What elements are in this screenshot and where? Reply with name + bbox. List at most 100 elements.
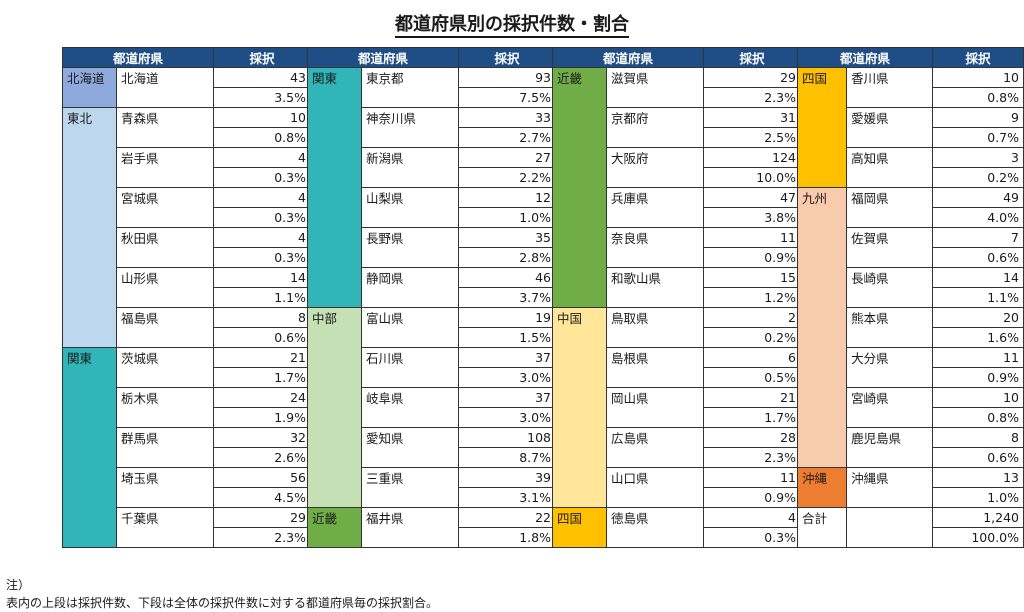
- prefecture-name: 岡山県: [606, 387, 704, 428]
- percent-value: 3.5%: [213, 87, 311, 108]
- count-value: 108: [458, 427, 556, 448]
- count-value: 7: [931, 227, 1024, 248]
- prefecture-name: 兵庫県: [606, 187, 704, 228]
- region-cell: 北海道: [62, 67, 117, 108]
- percent-value: 0.3%: [213, 247, 311, 268]
- prefecture-name: 福島県: [116, 307, 214, 348]
- count-value: 10: [931, 387, 1024, 408]
- prefecture-table: 都道府県 採択 近畿 滋賀県 29 2.3% 京都府 31 2.5% 大阪府 124 10.0% 兵庫県…: [552, 47, 801, 548]
- count-value: 32: [213, 427, 311, 448]
- table-row: 京都府 31: [553, 107, 801, 148]
- count-value: 14: [931, 267, 1024, 288]
- percent-value: 2.3%: [213, 527, 311, 548]
- prefecture-name: 滋賀県: [606, 67, 704, 108]
- prefecture-name: 長崎県: [846, 267, 933, 308]
- table-row: 四国 徳島県 4: [552, 507, 801, 548]
- prefecture-name: 熊本県: [846, 307, 933, 348]
- region-cell: 九州: [796, 187, 848, 468]
- table-row: 愛知県 108: [308, 427, 556, 468]
- count-value: 124: [703, 147, 801, 168]
- percent-value: 3.0%: [458, 407, 556, 428]
- percent-value: 7.5%: [458, 87, 556, 108]
- count-value: 9: [931, 107, 1024, 128]
- table-row: 高知県 3: [798, 147, 1024, 188]
- percent-value: 1.2%: [703, 287, 801, 308]
- note-heading: 注）: [6, 578, 31, 592]
- region-cell: 中部: [307, 307, 362, 508]
- table-row: 関東 東京都 93: [307, 67, 556, 308]
- table-row: 0.2%: [553, 327, 801, 348]
- prefecture-name: 広島県: [606, 427, 704, 468]
- prefecture-name: 福井県: [361, 507, 459, 548]
- region-cell: 東北: [62, 107, 117, 348]
- table-row: 群馬県 32: [63, 427, 311, 468]
- count-value: 4: [213, 187, 311, 208]
- percent-value: 0.7%: [931, 127, 1024, 148]
- percent-value: 2.3%: [703, 87, 801, 108]
- count-value: 10: [931, 67, 1024, 88]
- region-cell: 合計: [796, 507, 848, 548]
- count-value: 8: [213, 307, 311, 328]
- percent-value: 0.8%: [931, 87, 1024, 108]
- table-row: 4.0%: [798, 207, 1024, 228]
- note-text: 表内の上段は採択件数、下段は全体の採択件数に対する都道府県毎の採択割合。: [6, 596, 439, 610]
- count-value: 93: [458, 67, 556, 88]
- table-row: 1.6%: [798, 327, 1024, 348]
- prefecture-table: 都道府県 採択 四国 香川県 10 0.8% 愛媛県 9 0.7% 高知県 3 0.2% 九州 福岡県 49…: [796, 47, 1024, 548]
- count-value: 11: [931, 347, 1024, 368]
- table-row: 1.0%: [798, 487, 1024, 508]
- percent-value: 0.5%: [703, 367, 801, 388]
- table-row: 2.5%: [553, 127, 801, 148]
- table-row: 合計 1,240: [796, 507, 1024, 548]
- region-cell: 四国: [796, 67, 848, 188]
- percent-value: 0.9%: [931, 367, 1024, 388]
- percent-value: 1.6%: [931, 327, 1024, 348]
- prefecture-name: 奈良県: [606, 227, 704, 268]
- percent-value: 100.0%: [931, 527, 1024, 548]
- count-value: 11: [703, 227, 801, 248]
- table-row: 山形県 14: [63, 267, 311, 308]
- table-row: 2.7%: [308, 127, 556, 148]
- prefecture-name: 三重県: [361, 467, 459, 508]
- count-value: 28: [703, 427, 801, 448]
- table-row: 沖縄 沖縄県 13: [796, 467, 1024, 508]
- prefecture-name: 岐阜県: [361, 387, 459, 428]
- count-value: 6: [703, 347, 801, 368]
- table-row: 1.7%: [553, 407, 801, 428]
- table-row: 千葉県 29: [63, 507, 311, 548]
- percent-value: 1.0%: [931, 487, 1024, 508]
- count-value: 4: [703, 507, 801, 528]
- prefecture-name: 茨城県: [116, 347, 214, 388]
- prefecture-name: 高知県: [846, 147, 933, 188]
- prefecture-name: 岩手県: [116, 147, 214, 188]
- prefecture-name: 沖縄県: [846, 467, 933, 508]
- count-value: 29: [213, 507, 311, 528]
- prefecture-name: 静岡県: [361, 267, 459, 308]
- prefecture-name: 秋田県: [116, 227, 214, 268]
- count-value: 47: [703, 187, 801, 208]
- count-value: 35: [458, 227, 556, 248]
- percent-value: 2.6%: [213, 447, 311, 468]
- prefecture-name: 和歌山県: [606, 267, 704, 308]
- percent-value: 2.2%: [458, 167, 556, 188]
- percent-value: 2.8%: [458, 247, 556, 268]
- count-value: 21: [703, 387, 801, 408]
- table-row: 長崎県 14: [798, 267, 1024, 308]
- table-row: 秋田県 4: [63, 227, 311, 268]
- percent-value: 0.3%: [213, 167, 311, 188]
- table-row: 0.6%: [798, 247, 1024, 268]
- count-value: 8: [931, 427, 1024, 448]
- table-row: 100.0%: [798, 527, 1024, 548]
- prefecture-name: 鹿児島県: [846, 427, 933, 468]
- percent-value: 0.9%: [703, 487, 801, 508]
- table-row: 長野県 35: [308, 227, 556, 268]
- percent-value: 3.1%: [458, 487, 556, 508]
- count-value: 4: [213, 227, 311, 248]
- prefecture-name: 長野県: [361, 227, 459, 268]
- count-value: 11: [703, 467, 801, 488]
- table-row: 0.3%: [63, 247, 311, 268]
- table-row: 山梨県 12: [308, 187, 556, 228]
- header-count: 採択: [213, 47, 311, 68]
- page-title: 都道府県別の採択件数・割合: [0, 10, 1024, 38]
- table-row: 0.3%: [63, 207, 311, 228]
